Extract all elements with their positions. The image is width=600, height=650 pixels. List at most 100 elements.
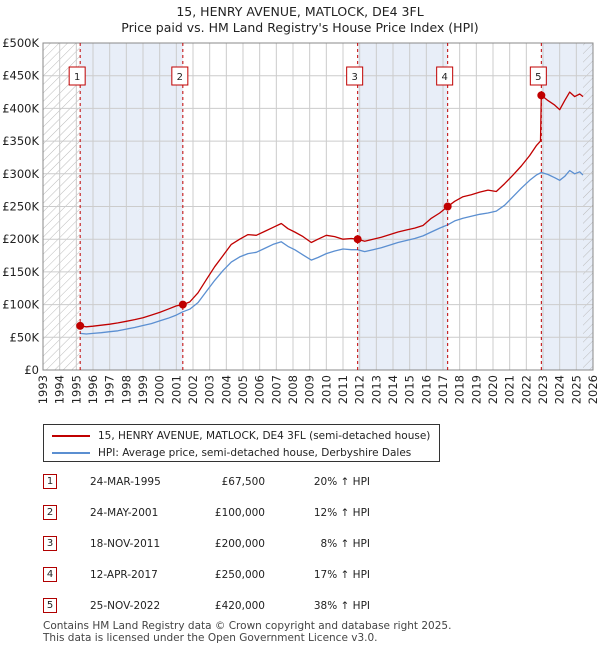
x-tick-label: 2016 [419, 375, 433, 404]
sale-marker-label: 3 [351, 72, 357, 83]
sale-price: £67,500 [221, 476, 265, 488]
sale-number-badge: 4 [43, 567, 57, 582]
x-tick-label: 1997 [103, 375, 117, 404]
sale-hpi-change: 17% ↑ HPI [313, 569, 370, 581]
legend-item-property: 15, HENRY AVENUE, MATLOCK, DE4 3FL (semi… [52, 428, 430, 444]
x-tick-label: 1993 [36, 375, 50, 404]
x-tick-label: 2007 [269, 375, 283, 404]
sale-price: £100,000 [214, 507, 265, 519]
price-chart: £0 £50K £100K £150K £200K £250K £300K £350K £400… [2, 36, 600, 404]
table-row: 2 24-MAY-2001 £100,000 12% ↑ HPI [0, 501, 600, 525]
sale-point [443, 202, 452, 211]
y-tick-label: £300K [2, 167, 39, 181]
sale-date: 18-NOV-2011 [90, 538, 161, 550]
legend-hpi-label: HPI: Average price, semi-detached house,… [98, 447, 412, 459]
sale-hpi-change: 12% ↑ HPI [313, 507, 370, 519]
sale-marker-box [171, 66, 189, 86]
x-tick-label: 1999 [136, 375, 150, 404]
sale-point [353, 235, 362, 244]
x-tick-label: 2003 [203, 375, 217, 404]
x-tick-label: 2009 [303, 375, 317, 404]
sale-hpi-change: 38% ↑ HPI [313, 600, 370, 612]
legend-item-hpi: HPI: Average price, semi-detached house,… [52, 445, 411, 461]
x-tick-label: 2005 [236, 375, 250, 404]
sale-hpi-change: 20% ↑ HPI [313, 476, 370, 488]
x-tick-label: 2012 [353, 375, 367, 404]
table-row: 4 12-APR-2017 £250,000 17% ↑ HPI [0, 563, 600, 587]
x-tick-label: 2025 [569, 375, 583, 404]
sale-marker-label: 5 [535, 72, 541, 83]
x-tick-label: 2024 [553, 375, 567, 404]
x-tick-label: 2008 [286, 375, 300, 404]
chart-subtitle: Price paid vs. HM Land Registry's House … [121, 20, 479, 35]
x-tick-label: 2026 [586, 375, 600, 404]
y-tick-label: £250K [2, 200, 39, 214]
y-tick-label: £0 [24, 363, 39, 377]
table-row: 3 18-NOV-2011 £200,000 8% ↑ HPI [0, 532, 600, 556]
footer-copyright: Contains HM Land Registry data © Crown c… [43, 620, 452, 632]
x-tick-label: 2004 [219, 375, 233, 404]
hpi-line [80, 169, 584, 335]
x-tick-label: 2014 [386, 375, 400, 404]
y-tick-label: £50K [10, 330, 40, 344]
x-tick-label: 2013 [369, 375, 383, 404]
y-tick-label: £400K [2, 101, 39, 115]
sale-marker-box [529, 66, 547, 86]
y-tick-label: £500K [2, 36, 39, 50]
legend-property-swatch [52, 435, 90, 437]
x-tick-label: 2000 [153, 375, 167, 404]
legend-property-label: 15, HENRY AVENUE, MATLOCK, DE4 3FL (semi… [98, 430, 431, 442]
x-tick-label: 2015 [403, 375, 417, 404]
sale-marker-label: 2 [177, 72, 183, 83]
sale-marker-box [68, 66, 86, 86]
x-tick-label: 2002 [186, 375, 200, 404]
property-price-line [80, 91, 584, 328]
sale-marker-box [436, 66, 454, 86]
sale-hpi-change: 8% ↑ HPI [320, 538, 370, 550]
x-tick-label: 2021 [503, 375, 517, 404]
y-tick-label: £150K [2, 265, 39, 279]
x-tick-label: 2010 [319, 375, 333, 404]
sale-number-badge: 2 [43, 505, 57, 520]
x-tick-label: 1995 [69, 375, 83, 404]
sale-price: £200,000 [214, 538, 265, 550]
sale-date: 25-NOV-2022 [90, 600, 161, 612]
x-tick-label: 1998 [119, 375, 133, 404]
sale-point [178, 300, 187, 309]
x-tick-label: 2011 [336, 375, 350, 404]
sale-price: £420,000 [214, 600, 265, 612]
footer-licence: This data is licensed under the Open Gov… [43, 632, 378, 644]
y-tick-label: £200K [2, 232, 39, 246]
x-tick-label: 2017 [436, 375, 450, 404]
sale-date: 24-MAY-2001 [90, 507, 159, 519]
sale-price: £250,000 [214, 569, 265, 581]
sale-point [76, 321, 85, 330]
y-tick-label: £350K [2, 134, 39, 148]
x-tick-label: 2023 [536, 375, 550, 404]
legend-hpi-swatch [52, 452, 90, 454]
y-tick-label: £450K [2, 69, 39, 83]
x-tick-label: 2022 [519, 375, 533, 404]
sale-marker-label: 1 [74, 72, 80, 83]
y-tick-label: £100K [2, 298, 39, 312]
sale-number-badge: 3 [43, 536, 57, 551]
sale-date: 24-MAR-1995 [90, 476, 161, 488]
sale-number-badge: 5 [43, 598, 57, 613]
x-tick-label: 1994 [53, 375, 67, 404]
plot-border [42, 42, 594, 371]
sale-number-badge: 1 [43, 474, 57, 489]
x-tick-label: 1996 [86, 375, 100, 404]
legend: 15, HENRY AVENUE, MATLOCK, DE4 3FL (semi… [43, 424, 440, 462]
table-row: 5 25-NOV-2022 £420,000 38% ↑ HPI [0, 594, 600, 618]
sale-date: 12-APR-2017 [90, 569, 158, 581]
x-tick-label: 2019 [469, 375, 483, 404]
chart-title: 15, HENRY AVENUE, MATLOCK, DE4 3FL [176, 4, 424, 19]
x-tick-label: 2001 [169, 375, 183, 404]
x-tick-label: 2006 [253, 375, 267, 404]
x-tick-label: 2020 [486, 375, 500, 404]
sale-marker-box [346, 66, 364, 86]
x-tick-label: 2018 [453, 375, 467, 404]
table-row: 1 24-MAR-1995 £67,500 20% ↑ HPI [0, 470, 600, 494]
sale-point [537, 91, 546, 100]
sale-marker-label: 4 [441, 72, 447, 83]
